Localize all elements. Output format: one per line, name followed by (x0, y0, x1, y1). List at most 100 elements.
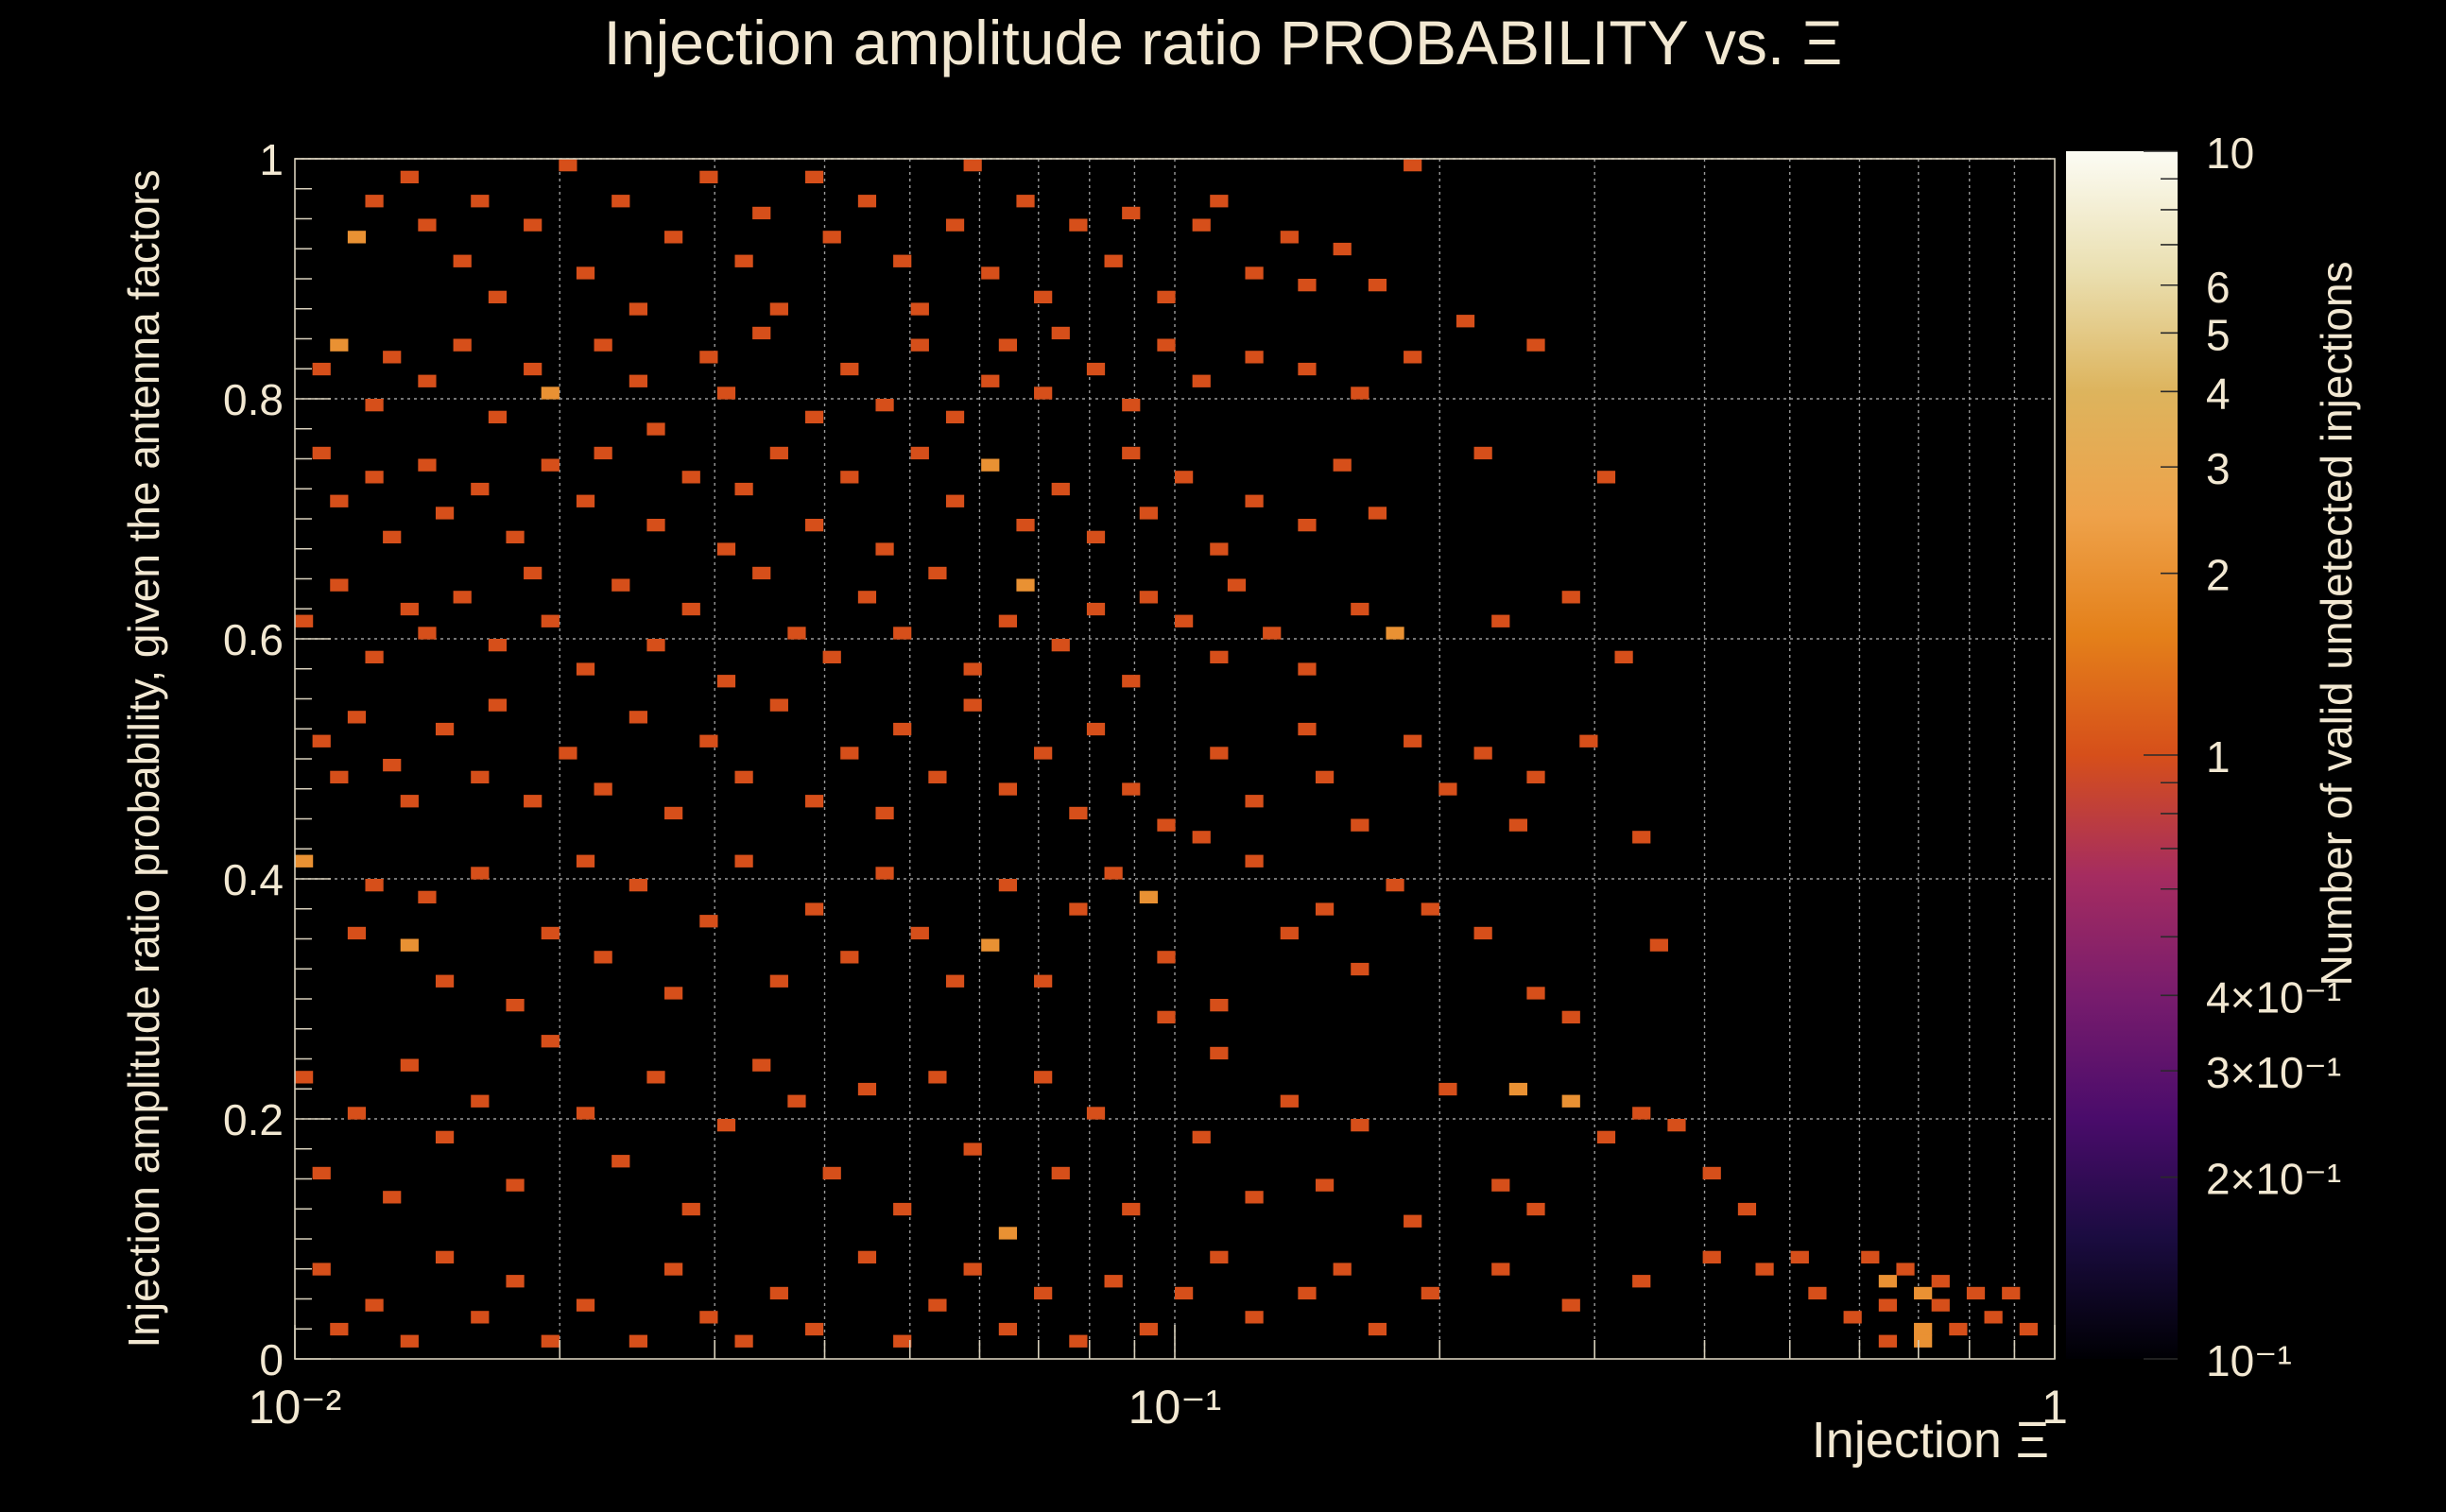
heatmap-cell (699, 734, 718, 747)
heatmap-cell (1210, 999, 1229, 1012)
heatmap-cell (1139, 507, 1158, 520)
heatmap-cell (1122, 1202, 1141, 1216)
heatmap-cell (1843, 1311, 1862, 1324)
heatmap-cell (1034, 1071, 1053, 1084)
heatmap-cell (875, 806, 894, 820)
heatmap-cell (1298, 279, 1317, 292)
heatmap-cell (1051, 1166, 1070, 1180)
heatmap-cell (400, 1058, 419, 1072)
heatmap-cell (1914, 1286, 1933, 1300)
heatmap-cell (541, 926, 560, 940)
colorbar-tick-label: 4 (2206, 369, 2231, 418)
x-tick-label: 10⁻² (249, 1381, 342, 1434)
heatmap-cell (1069, 902, 1088, 916)
colorbar-tick-label: 3 (2206, 444, 2231, 493)
heatmap-cell (1086, 602, 1106, 616)
heatmap-cell (400, 1334, 419, 1348)
heatmap-cell (471, 867, 490, 880)
heatmap-cell (365, 195, 384, 208)
colorbar-tick-label: 2×10⁻¹ (2206, 1155, 2341, 1204)
heatmap-cell (400, 602, 419, 616)
heatmap-cell (1596, 1130, 1616, 1143)
heatmap-cell (1210, 542, 1229, 556)
heatmap-cell (295, 854, 314, 868)
heatmap-cell (769, 302, 788, 316)
heatmap-cell (383, 1191, 402, 1204)
heatmap-cell (471, 1094, 490, 1108)
heatmap-cell (1949, 1322, 1968, 1336)
heatmap-cell (1438, 782, 1457, 796)
heatmap-cell (506, 999, 525, 1012)
heatmap-cell (1245, 795, 1264, 808)
heatmap-cell (488, 698, 508, 712)
heatmap-cell (716, 675, 736, 688)
heatmap-cell (998, 782, 1018, 796)
heatmap-cell (1298, 519, 1317, 532)
heatmap-cell (804, 170, 824, 183)
heatmap-cell (1263, 627, 1282, 640)
heatmap-cell (576, 1107, 595, 1120)
heatmap-cell (1561, 591, 1580, 604)
heatmap-cell (312, 734, 331, 747)
heatmap-cell (1034, 747, 1053, 760)
heatmap-cell (559, 159, 577, 172)
heatmap-cell (1931, 1275, 1950, 1288)
heatmap-cell (1667, 1119, 1686, 1132)
heatmap-cell (1280, 231, 1299, 244)
heatmap-cell (664, 806, 683, 820)
heatmap-cell (998, 1227, 1018, 1240)
heatmap-cell (1632, 1107, 1651, 1120)
heatmap-cell (576, 854, 595, 868)
heatmap-cell (664, 1263, 683, 1276)
heatmap-cell (471, 770, 490, 783)
heatmap-cell (893, 627, 912, 640)
heatmap-cell (1614, 650, 1633, 663)
heatmap-cell (699, 351, 718, 364)
heatmap-cell (1051, 482, 1070, 496)
heatmap-cell (752, 206, 771, 220)
heatmap-cell (1157, 1010, 1176, 1023)
heatmap-cell (716, 387, 736, 400)
heatmap-cell (963, 1143, 982, 1156)
heatmap-cell (576, 494, 595, 507)
heatmap-cell (1351, 387, 1369, 400)
heatmap-cell (928, 566, 947, 580)
heatmap-cell (383, 759, 402, 772)
heatmap-cell (1157, 951, 1176, 964)
heatmap-cell (1280, 1094, 1299, 1108)
heatmap-cell (1227, 578, 1247, 592)
heatmap-cell (857, 1250, 877, 1263)
heatmap-cell (365, 650, 384, 663)
heatmap-cell (963, 159, 982, 172)
heatmap-cell (963, 698, 982, 712)
heatmap-cell (1175, 471, 1194, 484)
heatmap-cell (506, 1178, 525, 1192)
x-axis-label: Injection Ξ (1812, 1412, 2049, 1469)
heatmap-cell (910, 926, 929, 940)
heatmap-cell (1122, 675, 1141, 688)
heatmap-cell (893, 254, 912, 267)
y-axis-label: Injection amplitude ratio probability, g… (119, 169, 168, 1348)
heatmap-cell (576, 662, 595, 676)
y-tick-label: 0.8 (223, 375, 284, 424)
heatmap-cells (295, 159, 2038, 1348)
heatmap-cell (1755, 1263, 1774, 1276)
heatmap-cell (1298, 722, 1317, 736)
heatmap-cell (945, 218, 965, 232)
heatmap-cell (1122, 782, 1141, 796)
heatmap-cell (1421, 1286, 1439, 1300)
heatmap-cell (1104, 867, 1123, 880)
heatmap-cell (752, 326, 771, 340)
heatmap-cell (875, 542, 894, 556)
heatmap-cell (1139, 890, 1158, 903)
heatmap-cell (365, 879, 384, 892)
heatmap-cell (1192, 831, 1211, 844)
heatmap-cell (1333, 1263, 1352, 1276)
heatmap-cell (664, 987, 683, 1000)
heatmap-cell (646, 422, 665, 436)
heatmap-cell (787, 627, 806, 640)
heatmap-cell (699, 170, 718, 183)
heatmap-cell (365, 1298, 384, 1312)
heatmap-cell (1790, 1250, 1809, 1263)
heatmap-cell (435, 1250, 455, 1263)
